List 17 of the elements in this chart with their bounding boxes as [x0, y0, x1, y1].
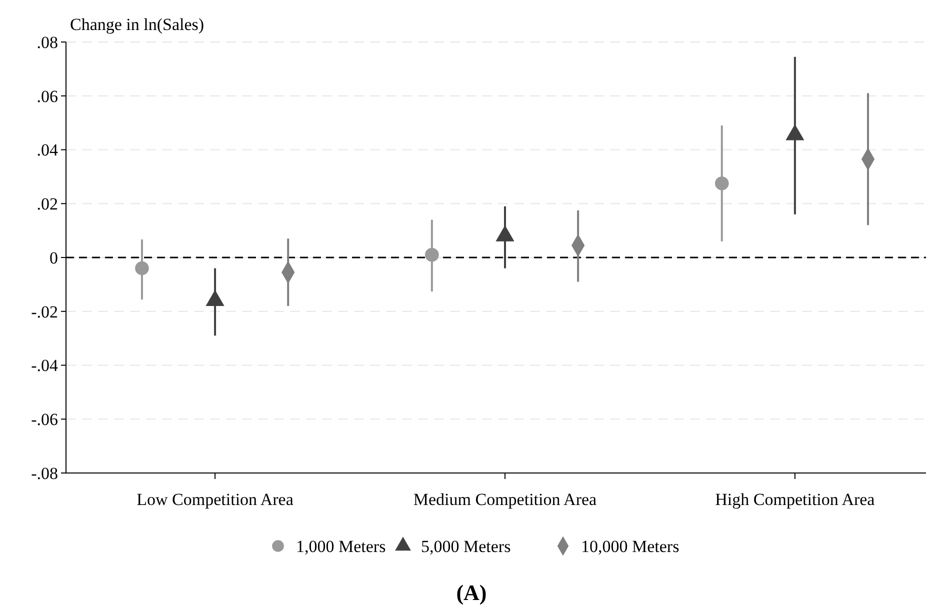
y-tick-label: -.08 — [31, 464, 58, 483]
y-tick-label: 0 — [50, 248, 58, 268]
y-tick-label: .04 — [36, 140, 58, 160]
y-axis-title: Change in ln(Sales) — [70, 15, 204, 34]
legend-label: 1,000 Meters — [296, 536, 386, 556]
text: (A) — [456, 580, 487, 605]
y-tick-label: -.06 — [31, 410, 58, 430]
y-tick-label: .08 — [36, 32, 58, 52]
y-tick-label: .02 — [36, 194, 58, 214]
x-tick-label: Medium Competition Area — [413, 490, 598, 509]
x-tick-label: Low Competition Area — [136, 490, 294, 509]
y-tick-label: -.04 — [31, 356, 58, 376]
y-tick-label: -.02 — [31, 302, 58, 322]
y-tick-label: .06 — [36, 86, 58, 106]
legend-label: 10,000 Meters — [581, 536, 680, 556]
legend-label: 5,000 Meters — [421, 536, 511, 556]
x-tick-label: High Competition Area — [715, 490, 876, 509]
